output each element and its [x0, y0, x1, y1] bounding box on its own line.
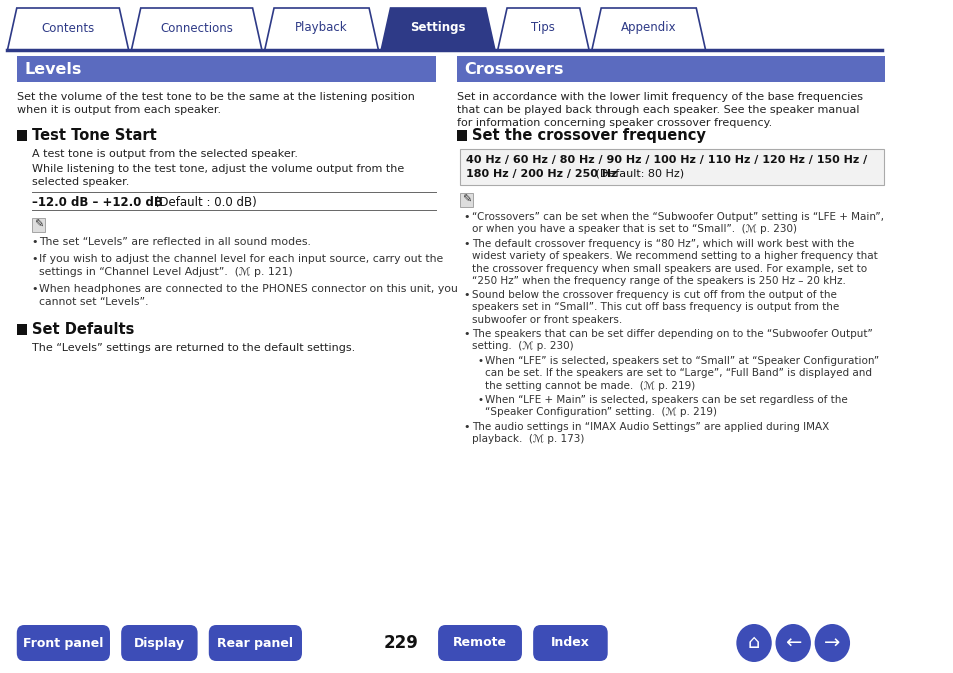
Text: Set the crossover frequency: Set the crossover frequency: [471, 128, 705, 143]
Text: Settings: Settings: [410, 22, 465, 34]
Text: Levels: Levels: [24, 61, 82, 77]
Circle shape: [775, 624, 810, 662]
Text: Remote: Remote: [453, 637, 506, 649]
Bar: [17, 130, 27, 141]
Text: •: •: [463, 239, 470, 249]
Text: –12.0 dB – +12.0 dB: –12.0 dB – +12.0 dB: [31, 196, 162, 209]
Bar: [31, 218, 45, 232]
FancyBboxPatch shape: [437, 625, 521, 661]
Text: Sound below the crossover frequency is cut off from the output of the
speakers s: Sound below the crossover frequency is c…: [471, 290, 838, 325]
Text: A test tone is output from the selected speaker.: A test tone is output from the selected …: [31, 149, 297, 159]
Text: Contents: Contents: [41, 22, 94, 34]
Text: •: •: [31, 284, 38, 294]
Text: •: •: [463, 329, 470, 339]
Circle shape: [814, 624, 849, 662]
Polygon shape: [132, 8, 262, 50]
Polygon shape: [264, 8, 378, 50]
Text: “Crossovers” can be set when the “Subwoofer Output” setting is “LFE + Main”,
or : “Crossovers” can be set when the “Subwoo…: [471, 212, 882, 234]
Bar: [456, 130, 466, 141]
Text: When “LFE + Main” is selected, speakers can be set regardless of the
“Speaker Co: When “LFE + Main” is selected, speakers …: [484, 395, 846, 417]
Text: •: •: [31, 254, 38, 264]
Polygon shape: [8, 8, 129, 50]
Text: Crossovers: Crossovers: [464, 61, 563, 77]
Polygon shape: [381, 8, 495, 50]
Polygon shape: [497, 8, 588, 50]
Text: Appendix: Appendix: [620, 22, 676, 34]
Text: 40 Hz / 60 Hz / 80 Hz / 90 Hz / 100 Hz / 110 Hz / 120 Hz / 150 Hz /: 40 Hz / 60 Hz / 80 Hz / 90 Hz / 100 Hz /…: [466, 155, 866, 165]
Polygon shape: [591, 8, 705, 50]
Text: When “LFE” is selected, speakers set to “Small” at “Speaker Configuration”
can b: When “LFE” is selected, speakers set to …: [484, 356, 878, 391]
Text: Rear panel: Rear panel: [217, 637, 294, 649]
Text: Set the volume of the test tone to be the same at the listening position
when it: Set the volume of the test tone to be th…: [17, 92, 415, 115]
Text: •: •: [463, 212, 470, 222]
Text: ←: ←: [784, 633, 801, 653]
Text: 229: 229: [383, 634, 417, 652]
FancyBboxPatch shape: [209, 625, 302, 661]
Text: The “Levels” settings are returned to the default settings.: The “Levels” settings are returned to th…: [31, 343, 355, 353]
FancyBboxPatch shape: [533, 625, 607, 661]
Text: Display: Display: [133, 637, 185, 649]
Text: The speakers that can be set differ depending on to the “Subwoofer Output”
setti: The speakers that can be set differ depe…: [471, 329, 871, 351]
FancyBboxPatch shape: [121, 625, 197, 661]
Bar: [17, 56, 436, 82]
Bar: [456, 56, 884, 82]
Text: •: •: [476, 356, 482, 366]
Text: Set Defaults: Set Defaults: [31, 322, 134, 337]
Text: (Default: 80 Hz): (Default: 80 Hz): [591, 169, 683, 179]
Text: Front panel: Front panel: [23, 637, 104, 649]
Text: When headphones are connected to the PHONES connector on this unit, you
cannot s: When headphones are connected to the PHO…: [39, 284, 457, 307]
Text: Connections: Connections: [160, 22, 233, 34]
Text: While listening to the test tone, adjust the volume output from the
selected spe: While listening to the test tone, adjust…: [31, 164, 403, 187]
Text: The default crossover frequency is “80 Hz”, which will work best with the
widest: The default crossover frequency is “80 H…: [471, 239, 877, 286]
FancyBboxPatch shape: [17, 625, 110, 661]
Text: Set in accordance with the lower limit frequency of the base frequencies
that ca: Set in accordance with the lower limit f…: [456, 92, 862, 129]
Text: Index: Index: [551, 637, 589, 649]
Bar: [460, 193, 473, 207]
Text: The audio settings in “IMAX Audio Settings” are applied during IMAX
playback.  (: The audio settings in “IMAX Audio Settin…: [471, 422, 828, 444]
Text: Test Tone Start: Test Tone Start: [31, 128, 156, 143]
Text: Tips: Tips: [531, 22, 555, 34]
Text: 180 Hz / 200 Hz / 250 Hz: 180 Hz / 200 Hz / 250 Hz: [466, 169, 617, 179]
Text: If you wish to adjust the channel level for each input source, carry out the
set: If you wish to adjust the channel level …: [39, 254, 443, 277]
Text: •: •: [476, 395, 482, 405]
Bar: [17, 324, 27, 335]
Text: →: →: [823, 633, 840, 653]
Text: ✎: ✎: [462, 195, 471, 205]
Text: (Default : 0.0 dB): (Default : 0.0 dB): [151, 196, 256, 209]
Text: •: •: [463, 422, 470, 432]
Text: ⌂: ⌂: [747, 633, 760, 653]
Circle shape: [736, 624, 771, 662]
Text: ✎: ✎: [33, 220, 43, 230]
Text: Playback: Playback: [294, 22, 348, 34]
Text: The set “Levels” are reflected in all sound modes.: The set “Levels” are reflected in all so…: [39, 237, 311, 247]
Text: •: •: [31, 237, 38, 247]
Text: •: •: [463, 290, 470, 300]
Bar: [460, 149, 882, 185]
